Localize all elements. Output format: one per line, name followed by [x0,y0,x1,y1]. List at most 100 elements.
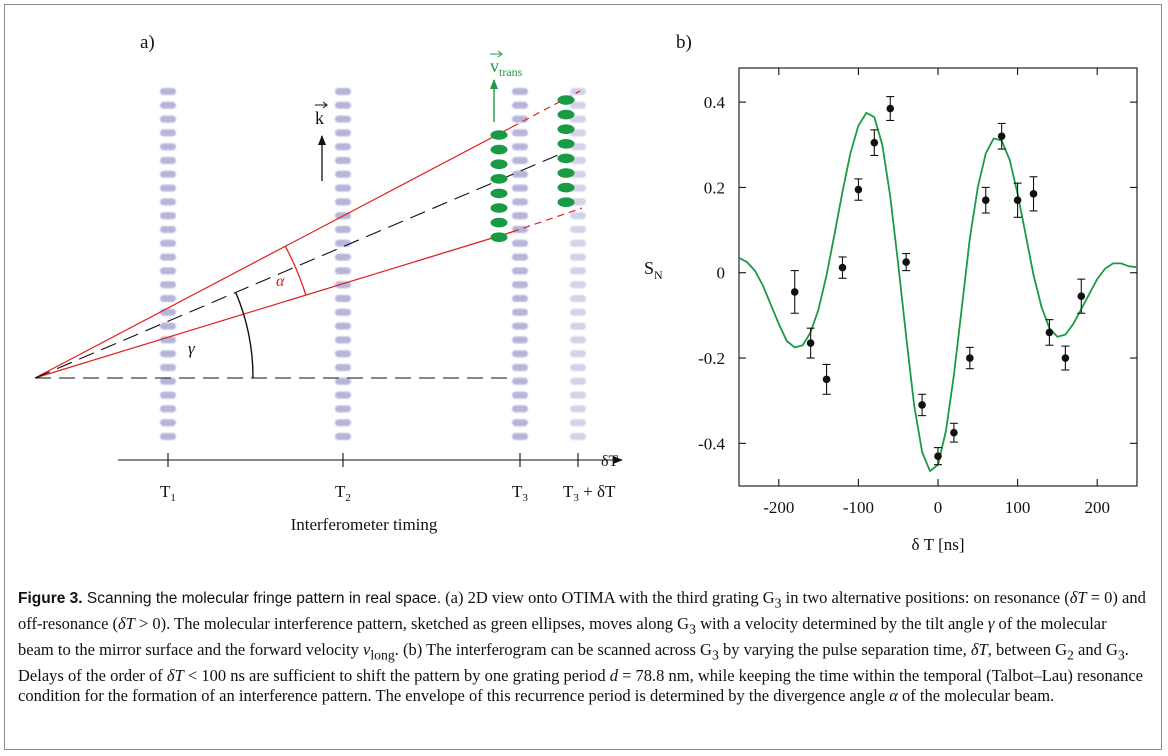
point-marker [1013,196,1022,205]
grating-g3 [512,88,528,440]
grating-slit [160,391,176,399]
caption-math: δT [1069,588,1087,607]
caption-title: Scanning the molecular fringe pattern in… [82,590,442,607]
y-axis: 0.4 0.2 0 -0.2 -0.4 [698,93,1137,453]
data-point [790,270,799,314]
caption-math: δT [118,613,135,633]
grating-slit [335,405,351,413]
grating-slit [512,212,528,220]
point-marker [822,375,831,384]
data-point [1077,278,1086,314]
grating-slit [160,170,176,178]
molecule-ellipse [490,203,508,213]
grating-slit [512,198,528,206]
grating-slit [570,350,586,358]
grating-slit [570,308,586,316]
point-marker [1045,328,1054,337]
grating-slit [570,336,586,344]
figure-frame [4,4,1162,750]
beam-lines [34,90,583,379]
y-axis-label-main: S [644,258,654,278]
timing-label-t1: T1 [160,482,176,504]
grating-slit [335,267,351,275]
grating-slit [512,336,528,344]
grating-slit [570,281,586,289]
grating-slit [335,391,351,399]
grating-slit [335,295,351,302]
timing-label-t3-dt: T3 + δT [563,482,616,504]
caption-sub: long [370,647,395,663]
data-point [934,447,942,466]
data-point [1029,176,1038,212]
grating-slit [512,101,528,109]
grating-slit [335,143,351,151]
x-tick-label: -200 [763,498,794,517]
grating-slit [512,322,528,330]
point-marker [886,104,895,113]
y-tick-label: 0.4 [704,93,726,112]
grating-slit [570,322,586,330]
point-marker [790,288,799,296]
grating-slit [160,267,176,275]
grating-slit [570,212,586,220]
data-point [965,346,974,370]
beam-center-dashed [34,154,559,379]
grating-slit [160,308,176,316]
grating-slit [512,253,528,261]
grating-slit [160,405,176,413]
v-trans-subscript: trans [499,65,523,79]
grating-slit [512,129,528,137]
grating-slit [570,129,586,137]
molecule-ellipse [490,159,508,169]
caption-text: , between G [987,639,1067,659]
data-point [1045,319,1054,346]
grating-slit [570,267,586,275]
grating-slit [570,239,586,247]
plot-frame [738,67,1138,487]
molecule-ellipse-shifted [557,95,575,105]
grating-slit [335,253,351,261]
molecule-ellipse [490,217,508,228]
caption-math: δT [970,639,988,659]
point-marker [934,452,942,460]
x-axis: -200 -100 0 100 200 [763,68,1110,517]
beam-upper-line [34,126,513,379]
grating-g1 [160,88,176,440]
caption-math: α [889,686,898,706]
panel-a-label: a) [140,32,155,53]
grating-slit [512,419,528,427]
caption-math: γ [987,613,995,633]
caption-text: of the molecular beam to the mirror surf… [18,613,1107,659]
grating-slit [570,101,586,109]
grating-slit [335,198,351,206]
v-trans-symbol: v [490,56,499,76]
grating-slit [335,184,351,192]
gamma-label: γ [188,339,196,358]
grating-slit [335,419,351,427]
grating-slit [512,281,528,289]
point-marker [838,263,847,272]
point-marker [902,258,910,266]
grating-slit [335,226,351,233]
molecule-ellipse [490,130,508,140]
grating-slit [512,405,528,413]
grating-slit [335,101,351,109]
data-point [1013,182,1022,218]
grating-slit [512,377,528,385]
grating-slit [512,350,528,358]
grating-slit [512,295,528,302]
grating-slit [570,364,586,371]
caption-text: . (b) The interferogram can be scanned a… [394,639,712,659]
molecule-ellipse-shifted [557,197,575,207]
panel-a-xlabel: Interferometer timing [291,515,438,534]
data-points [790,96,1086,466]
grating-slit [160,350,176,358]
grating-slit [335,170,351,178]
caption-math: v [363,639,371,659]
data-point [886,96,895,122]
grating-slit [512,184,528,192]
timing-label-t3: T3 [512,482,528,504]
molecule-ellipse [490,232,508,242]
axis-arrow-label: δT [601,453,619,470]
k-vector-hat-head [322,101,328,109]
